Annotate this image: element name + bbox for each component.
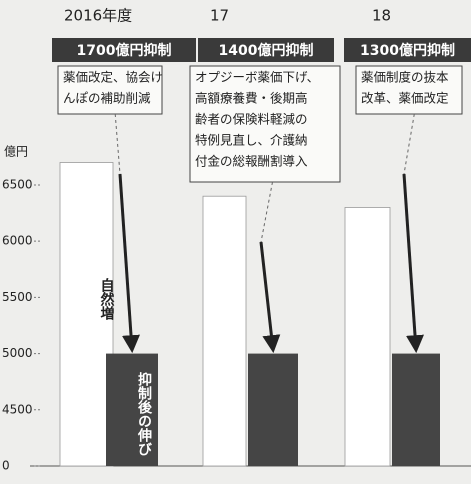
bar: [202, 195, 247, 467]
bar: [106, 353, 158, 466]
y-tick-label: 6500: [2, 177, 33, 191]
note-line: 付金の総報酬割導入: [195, 154, 308, 169]
note-line: 高額療養費・後期高: [195, 91, 308, 106]
series-label: 自然増: [99, 277, 115, 321]
note-box: [355, 65, 463, 115]
header-box: [344, 38, 471, 62]
note-line: オプジーボ薬価下げ、: [195, 70, 319, 85]
arrow: [259, 241, 281, 354]
bar: [344, 207, 391, 467]
y-tick-label: 0: [2, 459, 10, 473]
leader: [114, 113, 121, 175]
note-box: [189, 65, 341, 183]
header-box: [198, 38, 334, 62]
header-label: 1700億円抑制: [77, 42, 172, 59]
note-line: 薬価改定、協会け: [63, 70, 163, 85]
bar: [392, 353, 440, 466]
year-label: 17: [210, 7, 229, 25]
header-label: 1300億円抑制: [360, 42, 455, 59]
leader: [260, 181, 273, 243]
arrow: [118, 173, 140, 354]
note-line: 改革、薬価改定: [361, 91, 449, 106]
header-label: 1400億円抑制: [219, 42, 314, 59]
header-box: [52, 38, 196, 62]
y-tick-label: 6000: [2, 234, 33, 248]
y-tick-label: 5500: [2, 290, 33, 304]
note-line: 特例見直し、介護納: [195, 133, 308, 148]
bar: [59, 162, 114, 467]
note-line: んぽの補助削減: [63, 91, 151, 106]
unit-label: 億円: [4, 145, 28, 159]
note-box: [57, 65, 163, 115]
arrow: [402, 173, 424, 354]
note-line: 齢者の保険料軽減の: [195, 112, 308, 127]
year-label: 18: [372, 7, 391, 25]
leader: [403, 113, 415, 175]
y-tick-label: 4500: [2, 402, 33, 416]
bar: [248, 353, 298, 466]
y-tick-label: 5000: [2, 346, 33, 360]
note-line: 薬価制度の抜本: [361, 70, 449, 85]
year-label: 2016年度: [64, 7, 132, 25]
series-label: 抑制後の伸び: [136, 371, 153, 456]
